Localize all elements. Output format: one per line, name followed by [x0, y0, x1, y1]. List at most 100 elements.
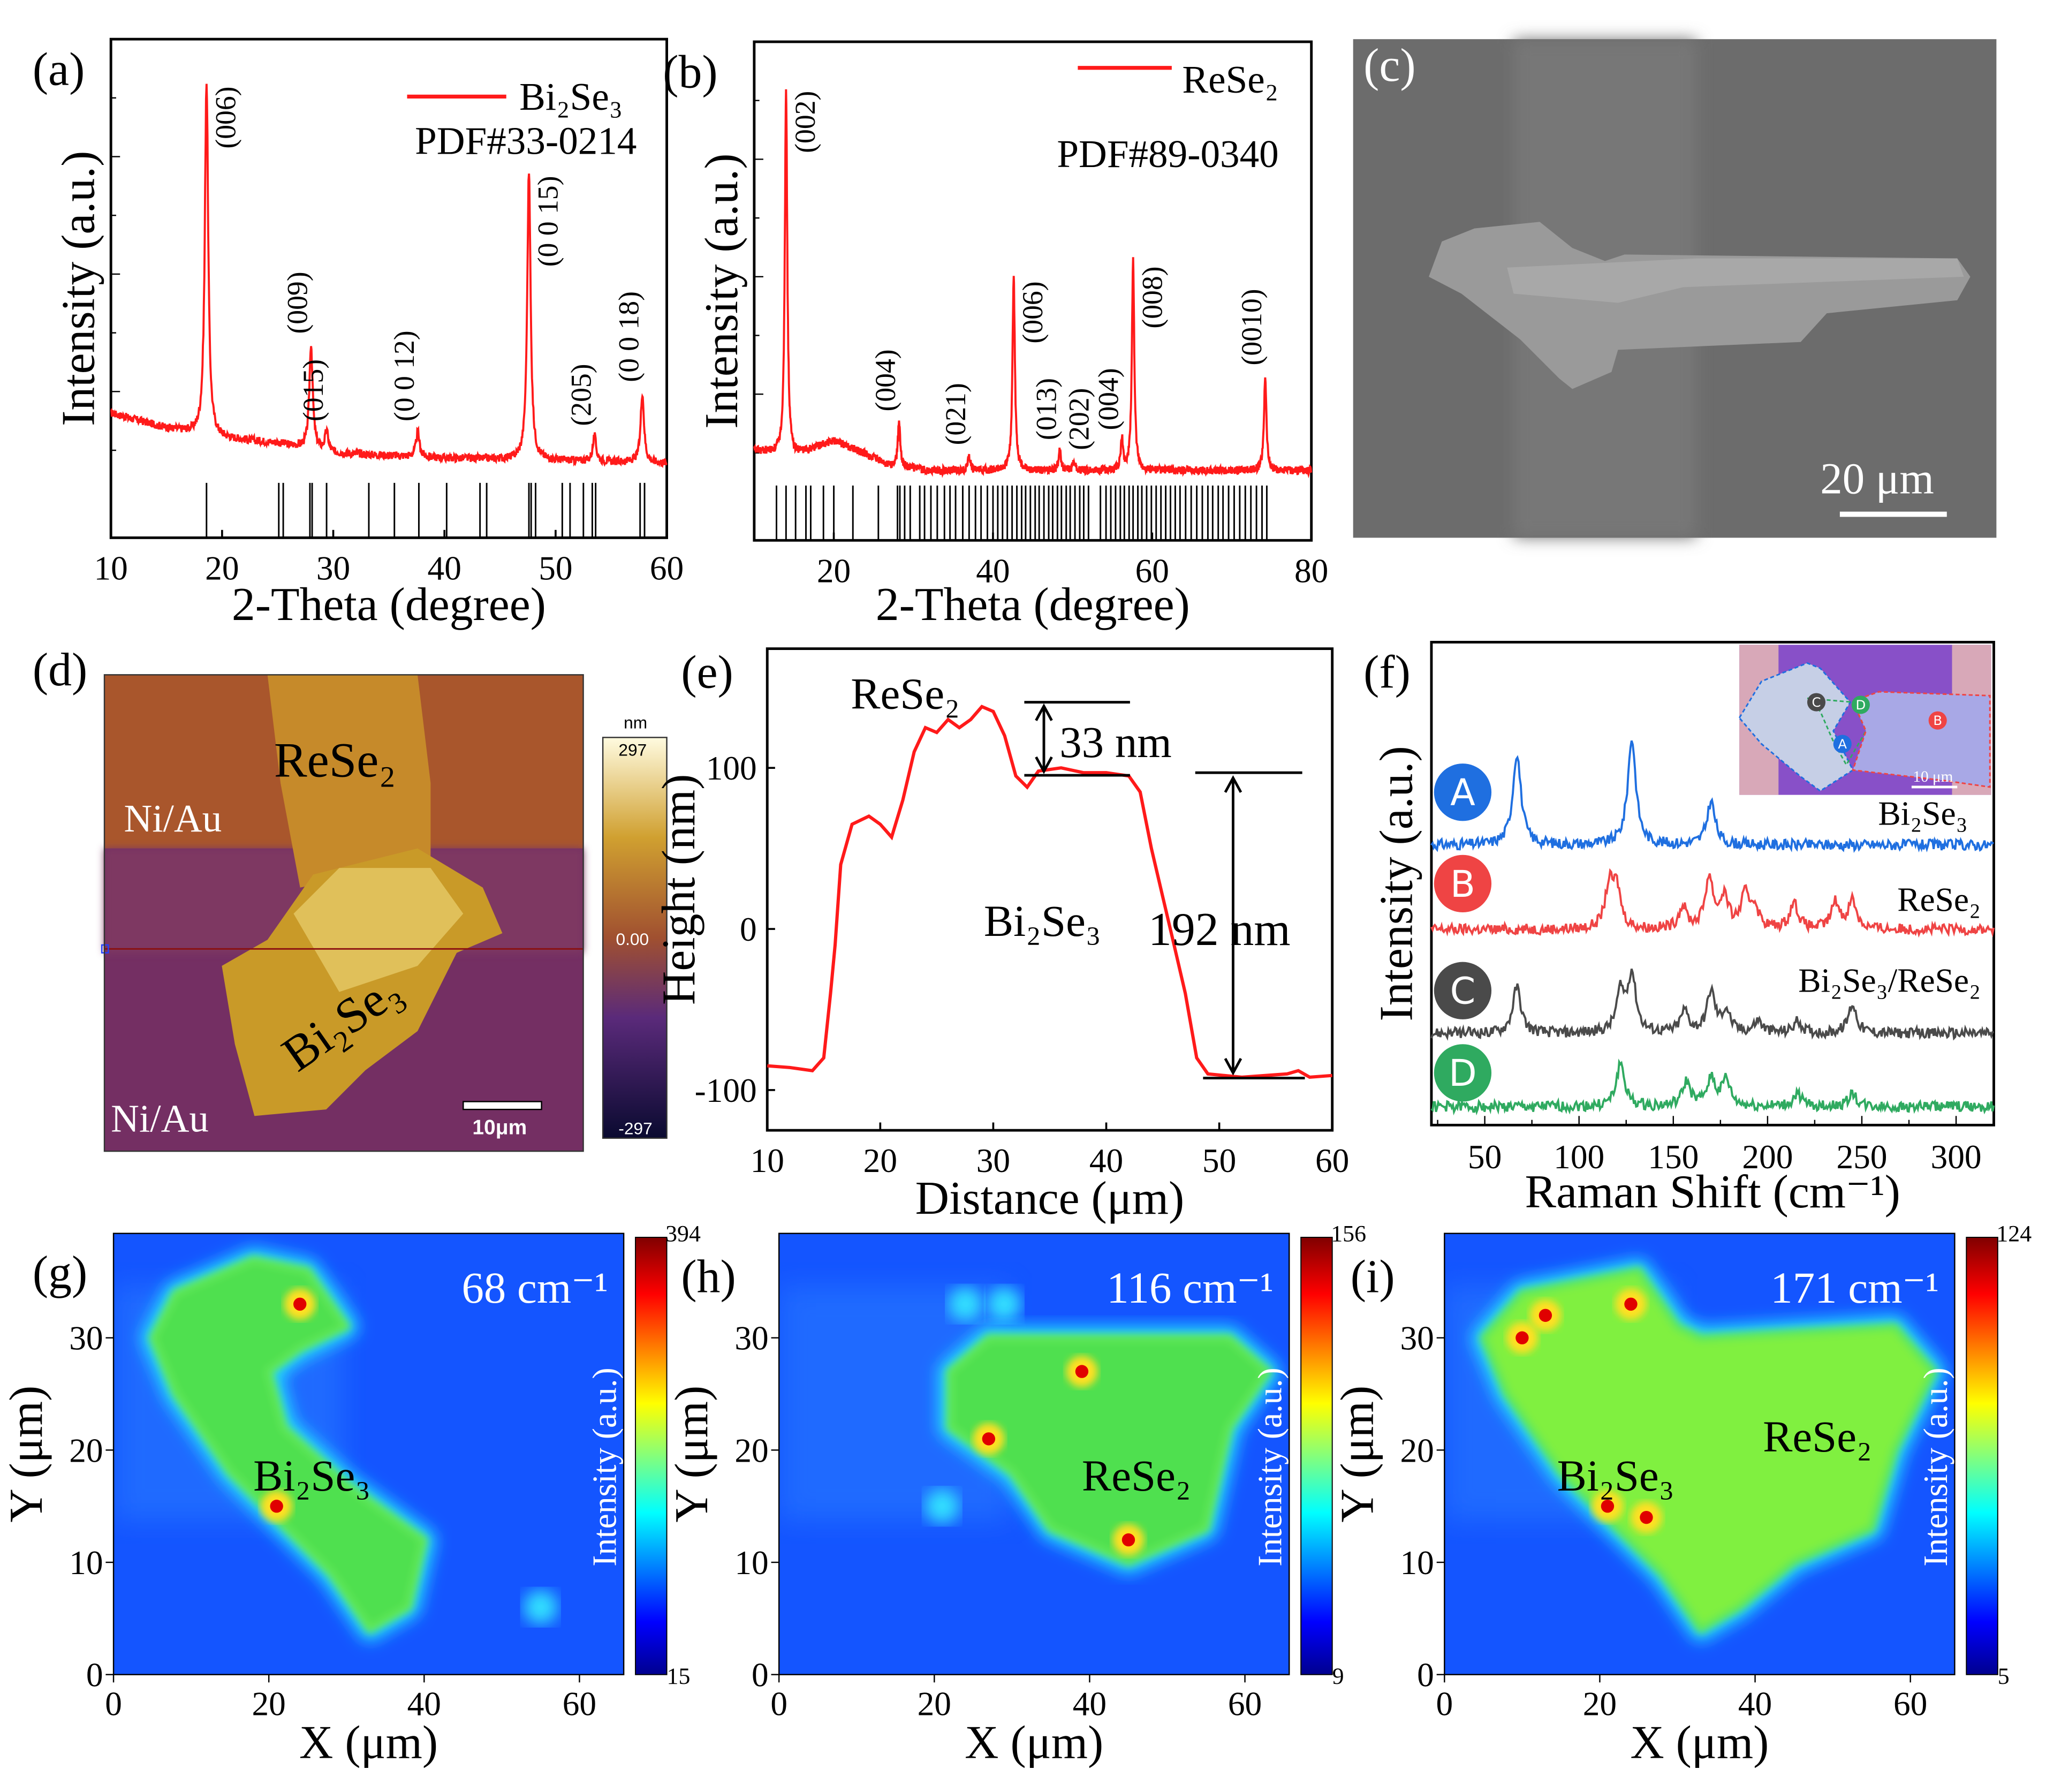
raman-trace-C	[1430, 969, 1994, 1041]
map-label: Bi₂Se₃	[1557, 1451, 1674, 1500]
map-title: 116 cm⁻¹	[1107, 1263, 1274, 1312]
hotspot	[270, 1500, 283, 1513]
map-label: Bi₂Se₃	[253, 1451, 370, 1500]
panel-label-i: (i)	[1351, 1250, 1395, 1302]
colorbar-max: 394	[665, 1221, 701, 1246]
inset-marker-letter: B	[1933, 713, 1942, 728]
plot-frame-e	[766, 647, 1334, 1132]
colorbar-min: 15	[667, 1664, 691, 1689]
panel-label-b: (b)	[663, 46, 717, 97]
x-tick-label: 20	[918, 1685, 951, 1722]
map-title: 171 cm⁻¹	[1770, 1263, 1939, 1312]
peak-label: (0 0 15)	[532, 176, 564, 267]
panel-label-g: (g)	[33, 1246, 87, 1298]
colorbar-title: Intensity (a.u.)	[1252, 1367, 1289, 1566]
region-high	[945, 1334, 1272, 1567]
panel-label-f: (f)	[1363, 646, 1411, 698]
x-tick-label: 40	[1738, 1685, 1772, 1722]
x-axis-label: Distance (μm)	[915, 1172, 1185, 1224]
afm-colorbar-unit: nm	[624, 713, 647, 732]
x-tick-label: 30	[316, 549, 350, 587]
legend-label: Bi₂Se₃	[519, 75, 623, 118]
colorbar-max: 156	[1331, 1221, 1366, 1246]
legend-label: ReSe₂	[1182, 58, 1278, 101]
step-label-192nm: 192 nm	[1148, 903, 1291, 955]
hotspot	[1539, 1309, 1552, 1322]
badge-C	[1434, 962, 1492, 1019]
afm-label-niau-top: Ni/Au	[124, 797, 222, 840]
x-tick-label: 250	[1836, 1138, 1887, 1176]
arrow-heads	[1035, 703, 1242, 1076]
faint-spot	[925, 1489, 959, 1523]
x-tick-label: 10	[751, 1142, 784, 1179]
x-tick-label: 30	[976, 1142, 1010, 1179]
height-profile-chart: -100 0 100 10 20 30 40 50 60 Distance (μm) Height …	[653, 647, 1349, 1224]
xrd-pattern-b	[753, 89, 1313, 479]
colorbar-min: 5	[1998, 1664, 2010, 1689]
badge-letter: C	[1450, 971, 1476, 1013]
badge-B	[1434, 855, 1492, 913]
x-tick-label: 60	[1893, 1685, 1927, 1722]
x-tick-label: 60	[563, 1685, 596, 1722]
x-axis-label: 2-Theta (degree)	[232, 578, 546, 630]
faint-spot	[524, 1590, 558, 1624]
colorbar	[1300, 1237, 1333, 1675]
heatmap	[779, 1233, 1290, 1675]
map-label-2: ReSe₂	[1763, 1412, 1872, 1461]
colorbar-min: 9	[1332, 1664, 1344, 1689]
sem-scale-bar-label: 20 μm	[1820, 453, 1934, 503]
heatmap	[1444, 1233, 1955, 1675]
x-axis-label: X (μm)	[1630, 1717, 1769, 1768]
x-tick-label: 50	[539, 549, 572, 587]
y-tick-label: 0	[752, 1657, 769, 1694]
y-tick-label: 0	[1417, 1657, 1434, 1694]
peak-label: (004)	[1093, 368, 1125, 430]
colorbar-max: 124	[1996, 1221, 2032, 1246]
peak-label: (205)	[565, 364, 597, 426]
profile-label-rese2: ReSe₂	[851, 669, 960, 719]
x-tick-label: 60	[1315, 1142, 1349, 1179]
plot-frame-f	[1430, 640, 1995, 1126]
peak-label: (013)	[1030, 378, 1063, 440]
x-tick-label: 200	[1742, 1138, 1793, 1176]
raman-trace-B	[1430, 868, 1995, 938]
heatmap	[113, 1233, 624, 1675]
xrd-chart-a: (006) (009) (015) (0 0 12) (0 0 15) (205) (0 0…	[52, 37, 684, 630]
y-axis-label: Height (nm)	[653, 774, 704, 1005]
plot-frame-a	[109, 37, 668, 539]
peak-label: (0010)	[1236, 289, 1268, 365]
badge-letter: A	[1450, 772, 1475, 814]
map-frame	[1444, 1233, 1956, 1675]
region-high	[148, 1255, 428, 1634]
raman-map-h: 0 20 40 60 0 10 20 30 X (μm) Y (μm) 116 cm⁻¹ ReSe₂ I…	[665, 1221, 1366, 1768]
y-tick-label: -100	[695, 1072, 757, 1109]
profile-label-bi2se3: Bi₂Se₃	[984, 896, 1101, 946]
x-tick-label: 0	[1436, 1685, 1453, 1722]
raman-trace-D	[1430, 1058, 1995, 1116]
inset-marker-letter: A	[1838, 736, 1847, 752]
inset-scale-bar-label: 10 μm	[1913, 768, 1953, 785]
x-tick-label: 20	[1583, 1685, 1617, 1722]
peak-label: (202)	[1063, 388, 1095, 450]
hotspot	[1640, 1510, 1653, 1524]
pdf-card-label: PDF#89-0340	[1057, 132, 1278, 176]
afm-colorbar-min: -297	[618, 1118, 652, 1138]
y-axis-label: Y (μm)	[1331, 1386, 1383, 1523]
pdf-card-label: PDF#33-0214	[415, 119, 636, 163]
x-tick-label: 40	[976, 552, 1010, 589]
plot-frame-b	[753, 40, 1313, 542]
map-frame	[778, 1233, 1290, 1675]
hotspot	[1121, 1533, 1135, 1547]
peak-label: (004)	[869, 349, 901, 411]
badge-letter: D	[1449, 1053, 1477, 1095]
panel-label-c: (c)	[1363, 39, 1415, 91]
x-tick-label: 10	[94, 549, 128, 587]
hotspot	[1075, 1365, 1089, 1378]
panel-label-a: (a)	[33, 43, 85, 95]
hotspot	[1624, 1297, 1638, 1311]
peak-label: (008)	[1136, 267, 1168, 329]
raman-map-i: 0 20 40 60 0 10 20 30 X (μm) Y (μm) 171 cm⁻¹ Bi₂Se₃…	[1331, 1221, 2032, 1768]
y-tick-label: 20	[734, 1432, 768, 1469]
